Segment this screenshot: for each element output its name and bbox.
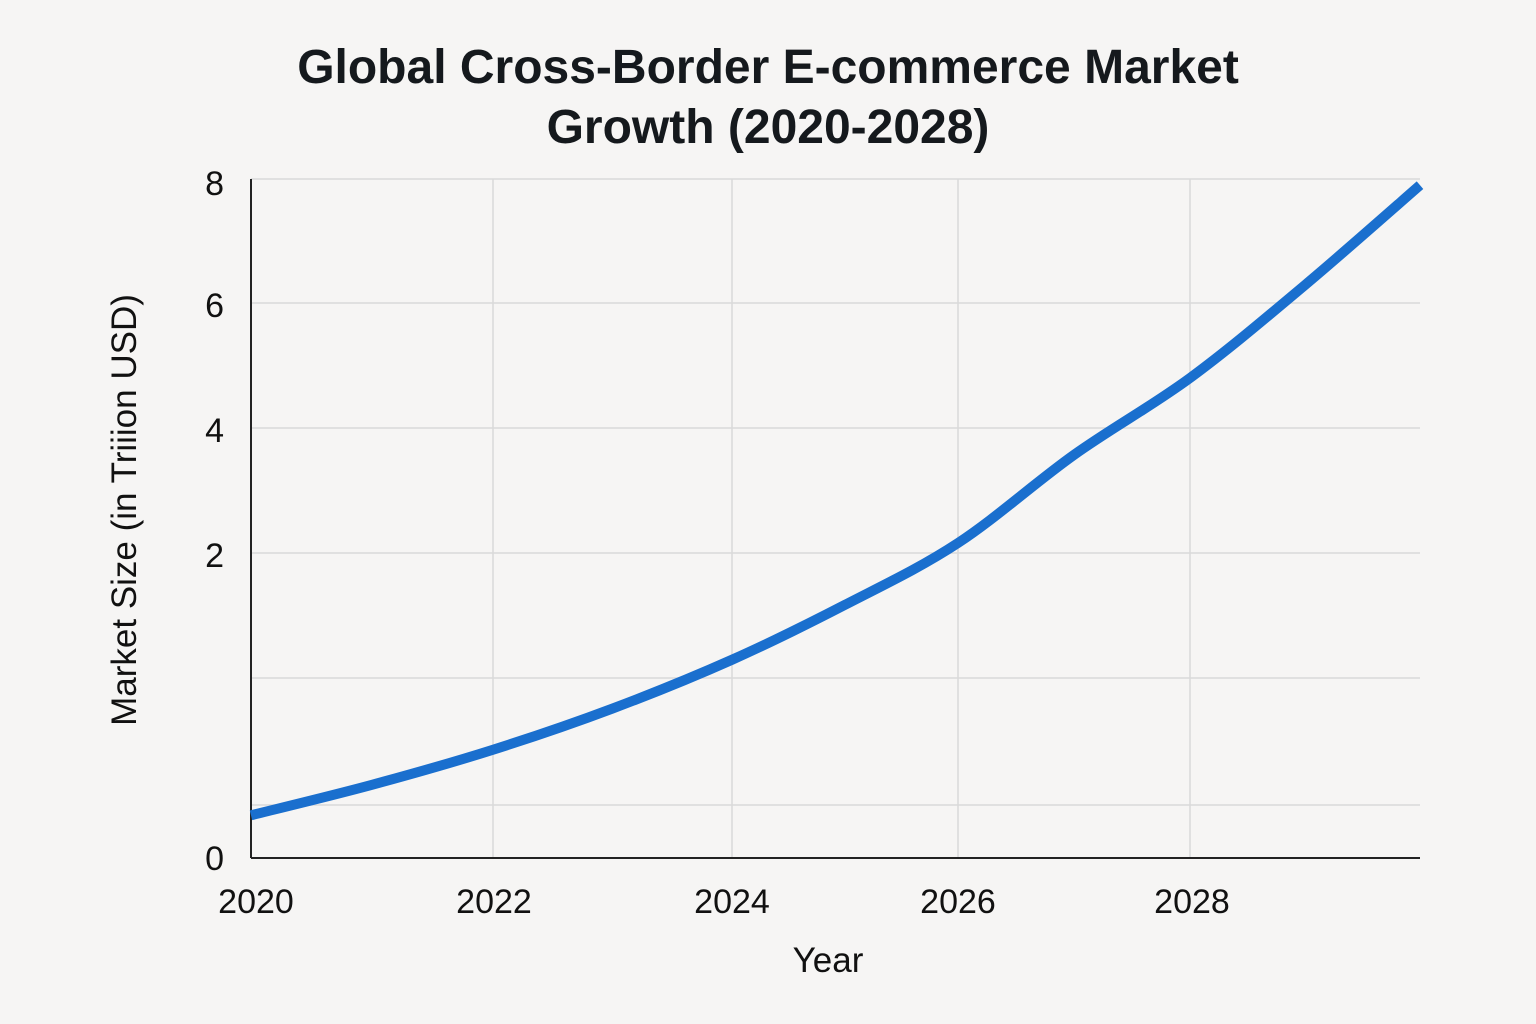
y-tick-label: 8 xyxy=(205,165,224,203)
x-tick-label: 2022 xyxy=(456,883,532,921)
chart-title-line-2: Growth (2020-2028) xyxy=(546,101,990,154)
series-line-market-size xyxy=(249,181,1424,821)
y-tick-label: 6 xyxy=(205,287,224,325)
y-tick-label: 2 xyxy=(205,537,224,575)
y-tick-label: 0 xyxy=(205,840,224,878)
x-tick-label: 2024 xyxy=(694,883,770,921)
x-tick-labels: 2020 2022 2024 2026 2028 xyxy=(218,883,1230,921)
y-tick-labels: 0 2 4 6 8 xyxy=(205,165,224,878)
gridlines xyxy=(251,178,1420,858)
data-points xyxy=(250,185,1421,816)
x-axis-label: Year xyxy=(793,941,864,980)
x-tick-label: 2028 xyxy=(1154,883,1230,921)
x-tick-label: 2020 xyxy=(218,883,294,921)
chart-title-line-1: Global Cross-Border E-commerce Market xyxy=(297,41,1239,94)
axes xyxy=(250,179,1420,859)
chart-title: Global Cross-Border E-commerce Market Gr… xyxy=(0,38,1536,158)
y-axis-label: Market Size (in Triiion USD) xyxy=(105,294,144,726)
y-tick-label: 4 xyxy=(205,412,224,450)
x-tick-label: 2026 xyxy=(920,883,996,921)
